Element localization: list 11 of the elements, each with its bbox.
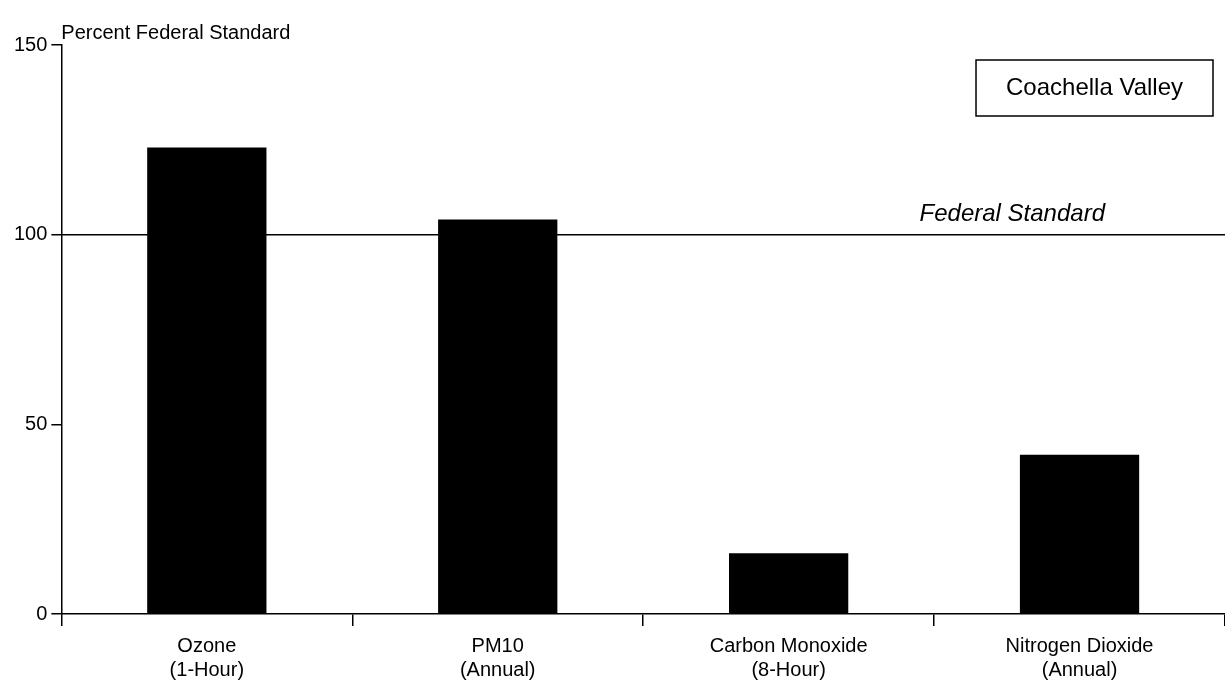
ref-line-label: Federal Standard	[919, 199, 1106, 227]
y-tick-label: 100	[13, 222, 48, 245]
text: Coachella Valley	[1006, 72, 1184, 100]
x-tick-label: Nitrogen Dioxide (Annual)	[1005, 633, 1154, 680]
y-tick-label: 0	[36, 601, 48, 624]
x-tick-label: Carbon Monoxide (8-Hour)	[709, 633, 868, 680]
x-tick-label: PM10 (Annual)	[459, 633, 536, 680]
y-axis-title: Percent Federal Standard	[61, 20, 291, 43]
y-tick-label: 150	[13, 32, 48, 55]
x-tick-label: Ozone (1-Hour)	[169, 633, 245, 680]
y-tick-label: 50	[25, 411, 48, 434]
